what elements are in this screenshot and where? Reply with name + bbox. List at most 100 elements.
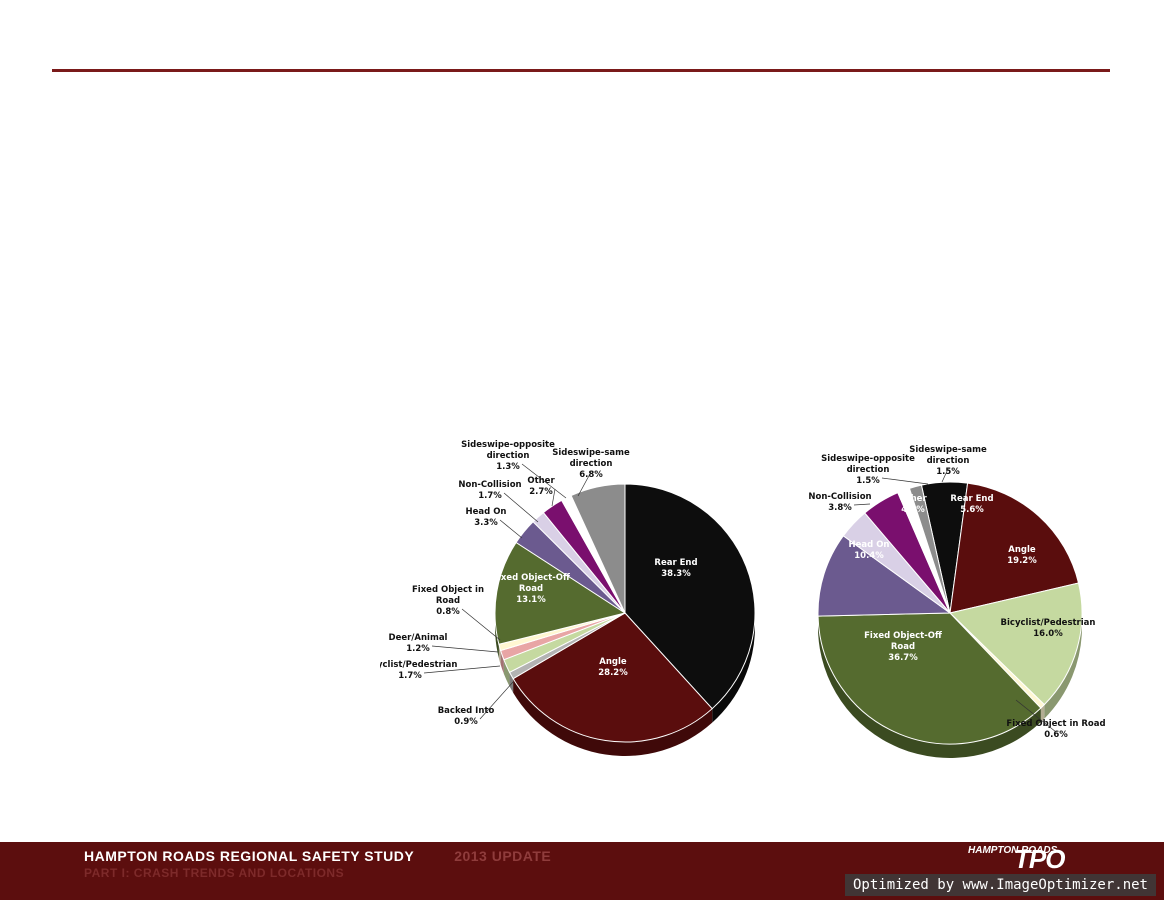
label-head-on: Head On 10.4% bbox=[849, 540, 890, 561]
label-line: 1.7% bbox=[478, 491, 502, 501]
label-line: Angle bbox=[1008, 545, 1036, 555]
label-non-collision: Non-Collision 1.7% bbox=[458, 480, 521, 501]
label-line: 1.2% bbox=[406, 644, 430, 654]
label-line: 16.0% bbox=[1033, 629, 1063, 639]
label-line: Bicyclist/Pedestrian bbox=[1001, 618, 1096, 628]
pie-side-bicyclist-pedestrian bbox=[503, 659, 510, 687]
label-line: Backed Into bbox=[438, 706, 495, 716]
label-line: Deer/Animal bbox=[389, 633, 448, 643]
label-line: direction bbox=[487, 451, 530, 461]
label-line: Non-Collision bbox=[458, 480, 521, 490]
leader-line-non-collision bbox=[503, 492, 539, 523]
pie-side-deer-animal bbox=[500, 650, 504, 674]
label-line: 19.2% bbox=[1007, 556, 1037, 566]
label-line: 4.7% bbox=[901, 505, 925, 515]
label-line: Head On bbox=[849, 540, 890, 550]
label-line: Sideswipe-same bbox=[552, 448, 630, 458]
leader-line-sideswipe-opposite-direction bbox=[881, 477, 929, 485]
label-line: Fixed Object in bbox=[412, 585, 484, 595]
leader-line-fixed-object-in-road bbox=[1015, 699, 1057, 733]
leader-line-sideswipe-opposite-direction bbox=[521, 463, 567, 499]
label-line: 0.9% bbox=[454, 717, 478, 727]
label-fixed-object-off-road: Fixed Object-Off Road 13.1% bbox=[492, 573, 570, 605]
leader-line-fixed-object-in-road bbox=[461, 608, 501, 641]
label-sideswipe-opposite-direction: Sideswipe-opposite direction 1.5% bbox=[821, 454, 915, 486]
pie-slices bbox=[494, 483, 756, 743]
pie-chart-right: Rear End 5.6% Angle 19.2% Bicyclist/Pedestri… bbox=[800, 430, 1140, 760]
label-line: 5.6% bbox=[960, 505, 984, 515]
label-line: Sideswipe-same bbox=[909, 445, 987, 455]
pie-side-fixed-object-off-road bbox=[818, 616, 1041, 758]
label-other: Other 4.7% bbox=[899, 494, 927, 515]
label-line: Sideswipe-opposite bbox=[461, 440, 555, 450]
label-line: Non-Collision bbox=[808, 492, 871, 502]
tpo-logo: HAMPTON ROADS TPO bbox=[968, 844, 1078, 876]
label-line: Rear End bbox=[654, 558, 697, 568]
label-line: Road bbox=[891, 642, 915, 652]
label-line: 1.5% bbox=[856, 476, 880, 486]
label-fixed-object-in-road: Fixed Object in Road 0.8% bbox=[412, 585, 484, 617]
label-backed-into: Backed Into 0.9% bbox=[438, 706, 495, 727]
watermark-text: Optimized by www.ImageOptimizer.net bbox=[844, 874, 1156, 896]
label-line: Fixed Object in Road bbox=[1006, 719, 1105, 729]
label-rear-end: Rear End 5.6% bbox=[950, 494, 993, 515]
label-line: direction bbox=[570, 459, 613, 469]
label-angle: Angle 19.2% bbox=[1007, 545, 1037, 566]
label-line: 3.3% bbox=[474, 518, 498, 528]
leader-line-other bbox=[551, 488, 556, 507]
leader-line-deer-animal bbox=[431, 645, 499, 653]
label-line: 0.8% bbox=[436, 607, 460, 617]
label-line: 36.7% bbox=[888, 653, 918, 663]
label-line: 13.1% bbox=[516, 595, 546, 605]
pie-slices bbox=[817, 481, 1083, 745]
pie-side-rear-end bbox=[712, 613, 755, 723]
leader-line-bicyclist-pedestrian bbox=[423, 665, 501, 674]
label-line: direction bbox=[847, 465, 890, 475]
label-head-on: Head On 3.3% bbox=[466, 507, 507, 528]
label-line: direction bbox=[927, 456, 970, 466]
label-line: 1.3% bbox=[496, 462, 520, 472]
update-label: 2013 UPDATE bbox=[454, 848, 552, 864]
label-angle: Angle 28.2% bbox=[598, 657, 628, 678]
label-deer-animal: Deer/Animal 1.2% bbox=[389, 633, 448, 654]
label-bicyclist-pedestrian: Bicyclist/Pedestrian 16.0% bbox=[1001, 618, 1096, 639]
pie-slice-sideswipe-same-direction bbox=[908, 484, 951, 614]
top-divider bbox=[52, 69, 1110, 72]
footer-subtitle: PART I: CRASH TRENDS AND LOCATIONS bbox=[84, 866, 345, 880]
pie-slice-sideswipe-same-direction bbox=[570, 483, 626, 614]
label-line: Fixed Object-Off bbox=[864, 631, 942, 641]
label-rear-end: Rear End 38.3% bbox=[654, 558, 697, 579]
label-line: 28.2% bbox=[598, 668, 628, 678]
leader-line-backed-into bbox=[479, 681, 514, 720]
label-line: Road bbox=[519, 584, 543, 594]
label-non-collision: Non-Collision 3.8% bbox=[808, 492, 871, 513]
footer-bar: HAMPTON ROADS REGIONAL SAFETY STUDY 2013 … bbox=[0, 842, 1164, 900]
label-line: Road bbox=[436, 596, 460, 606]
label-line: 3.8% bbox=[828, 503, 852, 513]
label-fixed-object-in-road: Fixed Object in Road 0.6% bbox=[1006, 719, 1105, 740]
label-line: 0.6% bbox=[1044, 730, 1068, 740]
label-line: Other bbox=[527, 476, 555, 486]
pie-labels: Rear End 5.6% Angle 19.2% Bicyclist/Pedestri… bbox=[808, 445, 1105, 740]
label-sideswipe-opposite-direction: Sideswipe-opposite direction 1.3% bbox=[461, 440, 555, 472]
pie-slice-angle bbox=[512, 612, 713, 743]
label-line: Head On bbox=[466, 507, 507, 517]
pie-side-fixed-object-in-road bbox=[1040, 704, 1045, 723]
label-sideswipe-same-direction: Sideswipe-same direction 1.5% bbox=[909, 445, 987, 477]
label-line: Sideswipe-opposite bbox=[821, 454, 915, 464]
study-title: HAMPTON ROADS REGIONAL SAFETY STUDY bbox=[84, 848, 415, 864]
label-line: 6.8% bbox=[579, 470, 603, 480]
leader-line-head-on bbox=[499, 519, 523, 539]
label-sideswipe-same-direction: Sideswipe-same direction 6.8% bbox=[552, 448, 630, 480]
pie-slice-rear-end bbox=[624, 483, 756, 710]
leader-line-sideswipe-same-direction bbox=[941, 468, 949, 483]
logo-tpo-text: TPO bbox=[1014, 844, 1065, 874]
label-other: Other 2.7% bbox=[527, 476, 555, 497]
label-line: 1.7% bbox=[398, 671, 422, 681]
pie-slice-fixed-object-off-road bbox=[817, 612, 1042, 745]
label-line: 10.4% bbox=[854, 551, 884, 561]
label-line: 2.7% bbox=[529, 487, 553, 497]
label-line: Bicyclist/Pedestrian bbox=[380, 660, 457, 670]
